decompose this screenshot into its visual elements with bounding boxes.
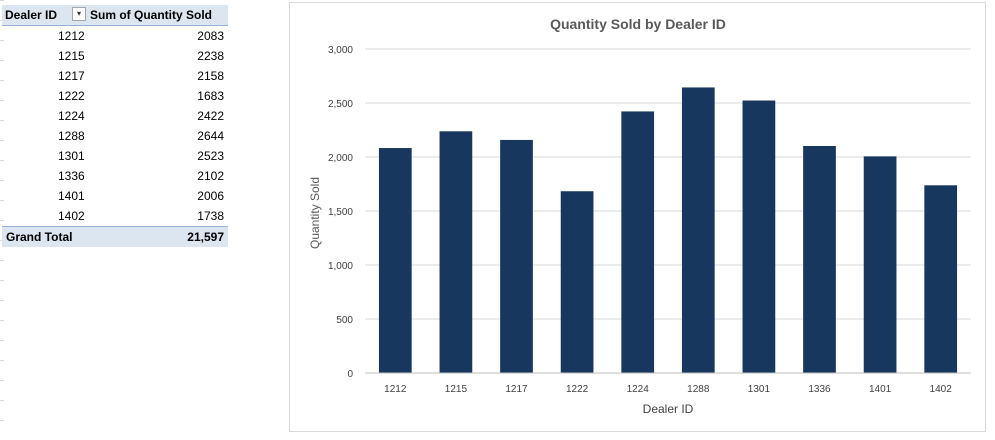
pivot-row: 1401 2006: [2, 186, 228, 206]
quantity-cell[interactable]: 1683: [197, 89, 224, 103]
pivot-row: 1222 1683: [2, 86, 228, 106]
bar[interactable]: [742, 100, 776, 374]
bar-chart: Quantity Sold by Dealer ID Dealer ID Qua…: [308, 16, 971, 416]
bar[interactable]: [863, 156, 897, 373]
pivot-row: 1402 1738: [2, 206, 228, 226]
pivot-row: 1215 2238: [2, 46, 228, 66]
dealer-id-cell[interactable]: 1212: [58, 29, 85, 43]
bar[interactable]: [439, 131, 473, 373]
y-axis-label: Quantity Sold: [308, 177, 322, 249]
filter-sort-icon[interactable]: ▾: [72, 7, 86, 21]
sum-quantity-header[interactable]: Sum of Quantity Sold: [90, 8, 212, 22]
pivot-table: Dealer ID ▾ Sum of Quantity Sold 1212 208…: [2, 5, 228, 247]
x-tick-label: 1288: [687, 384, 710, 395]
dealer-id-cell[interactable]: 1336: [58, 169, 85, 183]
bar[interactable]: [803, 145, 836, 373]
chart-area[interactable]: Quantity Sold by Dealer ID Dealer ID Qua…: [289, 2, 986, 432]
quantity-cell[interactable]: 2523: [197, 149, 224, 163]
grand-total-label[interactable]: Grand Total: [6, 230, 73, 244]
x-tick-label: 1217: [505, 384, 528, 395]
x-axis-label: Dealer ID: [643, 402, 694, 416]
spreadsheet-gridlines: [0, 0, 4, 440]
quantity-cell[interactable]: 2422: [197, 109, 224, 123]
pivot-row: 1224 2422: [2, 106, 228, 126]
y-tick-label: 1,500: [328, 207, 353, 218]
pivot-row: 1301 2523: [2, 146, 228, 166]
x-tick-label: 1301: [748, 384, 771, 395]
bar[interactable]: [378, 148, 412, 373]
chart-title: Quantity Sold by Dealer ID: [550, 16, 726, 32]
y-tick-label: 500: [336, 315, 353, 326]
bar[interactable]: [500, 139, 533, 373]
dealer-id-cell[interactable]: 1215: [58, 49, 85, 63]
bar[interactable]: [681, 87, 715, 373]
grand-total-row: Grand Total 21,597: [2, 226, 228, 247]
x-tick-label: 1401: [869, 384, 892, 395]
y-tick-label: 1,000: [328, 261, 353, 272]
bar[interactable]: [621, 111, 655, 373]
pivot-row: 1336 2102: [2, 166, 228, 186]
y-tick-label: 3,000: [328, 45, 353, 56]
dealer-id-header[interactable]: Dealer ID: [5, 8, 58, 22]
quantity-cell[interactable]: 2158: [197, 69, 224, 83]
y-tick-label: 2,000: [328, 153, 353, 164]
quantity-cell[interactable]: 2102: [197, 169, 224, 183]
pivot-row: 1217 2158: [2, 66, 228, 86]
x-tick-label: 1336: [808, 384, 831, 395]
x-tick-label: 1215: [445, 384, 468, 395]
dealer-id-cell[interactable]: 1224: [58, 109, 85, 123]
dealer-id-cell[interactable]: 1217: [58, 69, 85, 83]
dealer-id-cell[interactable]: 1288: [58, 129, 85, 143]
quantity-cell[interactable]: 1738: [197, 209, 224, 223]
bar[interactable]: [924, 185, 958, 373]
quantity-cell[interactable]: 2238: [197, 49, 224, 63]
dealer-id-cell[interactable]: 1301: [58, 149, 85, 163]
quantity-cell[interactable]: 2006: [197, 189, 224, 203]
dealer-id-cell[interactable]: 1222: [58, 89, 85, 103]
y-tick-label: 0: [347, 369, 353, 380]
pivot-row: 1212 2083: [2, 26, 228, 46]
pivot-row: 1288 2644: [2, 126, 228, 146]
y-tick-label: 2,500: [328, 99, 353, 110]
x-tick-label: 1212: [384, 384, 407, 395]
dealer-id-cell[interactable]: 1401: [58, 189, 85, 203]
quantity-cell[interactable]: 2083: [197, 29, 224, 43]
dealer-id-cell[interactable]: 1402: [58, 209, 85, 223]
grand-total-value[interactable]: 21,597: [187, 230, 224, 244]
x-tick-label: 1222: [566, 384, 589, 395]
pivot-header-row: Dealer ID ▾ Sum of Quantity Sold: [2, 5, 228, 26]
bar[interactable]: [560, 191, 594, 373]
x-tick-label: 1224: [627, 384, 650, 395]
x-tick-label: 1402: [930, 384, 953, 395]
quantity-cell[interactable]: 2644: [197, 129, 224, 143]
